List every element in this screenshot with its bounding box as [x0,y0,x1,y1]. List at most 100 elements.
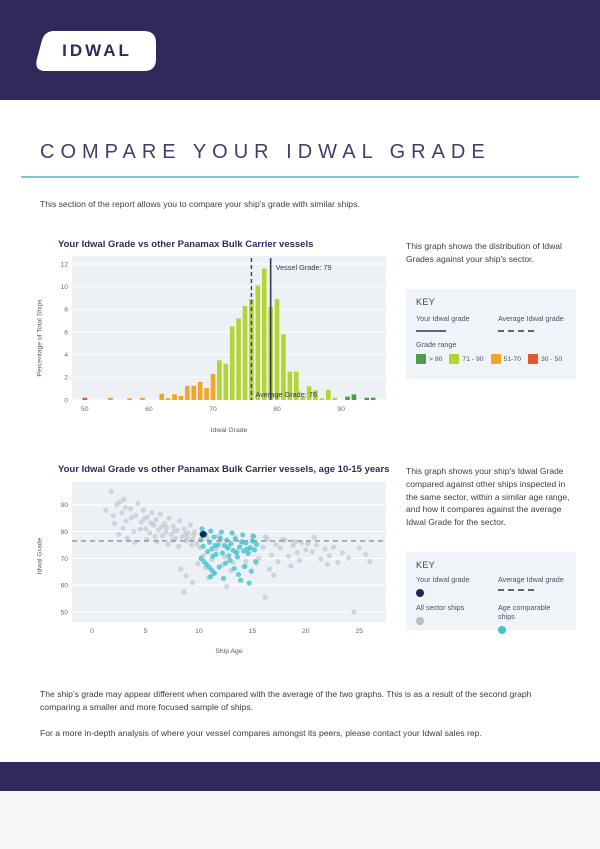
solid-line-sample [416,330,446,332]
histogram-bar [210,373,216,400]
age-comparable-point [204,549,211,555]
y-tick-label: 8 [64,307,68,314]
chart2-key: KEY Your Idwal grade Average Idwal grade… [406,552,576,634]
page-margin-bottom [0,791,600,849]
key2-your-grade-label: Your Idwal grade [416,575,470,584]
sector-ship-point [137,526,143,533]
histogram-bar [223,363,229,400]
y-tick-label: 4 [64,352,68,359]
age-comparable-point [199,526,205,532]
x-tick-label: 25 [355,628,363,635]
sector-ship-point [322,546,328,552]
sector-ship-point [166,515,172,521]
y-tick-label: 6 [64,329,68,336]
histogram-bar [261,268,267,400]
age-comparable-point [225,545,231,551]
histogram-bar [300,396,305,400]
grade-range-label: Grade range [416,340,457,349]
x-tick-label: 90 [337,406,345,413]
key2-all-ships-label: All sector ships [416,603,465,612]
intro-text: This section of the report allows you to… [40,199,360,209]
sector-ship-point [305,541,311,547]
sector-ship-point [286,553,292,559]
grade-range-item: 51-70 [490,354,521,364]
age-comparable-point [227,557,233,563]
age-comparable-point [220,575,227,582]
sector-ship-point [326,553,332,559]
sector-ship-point [168,531,174,537]
sector-ship-point [108,488,114,494]
age-comparable-point [236,544,243,550]
sector-ship-point [339,550,345,556]
age-comparable-point [200,543,206,549]
x-tick-label: 0 [90,628,94,635]
sector-ship-point [188,542,195,548]
age-comparable-point [235,571,242,578]
age-comparable-point [211,534,217,540]
histogram-bar [313,390,318,400]
histogram-bar [108,397,113,400]
age-comparable-point [238,577,244,583]
sector-ship-point [162,520,168,527]
sector-ship-point [195,561,201,567]
histogram-bar [172,394,177,400]
histogram-bar [351,394,357,400]
grade-range-item: 71 - 90 [449,354,484,364]
grade-range-swatch-label: 30 - 50 [540,355,563,363]
sector-ship-point [264,536,270,542]
sector-ship-point [184,534,190,541]
page-header: IDWAL [0,0,600,100]
histogram-bar [159,393,165,400]
sector-ship-point [164,524,170,531]
histogram-bar [229,326,235,400]
chart1-y-axis-label: Percentage of Total Ships [36,299,44,377]
x-tick-label: 20 [302,628,310,635]
sector-ship-point [363,551,369,557]
scatter-svg: 50 60 70 80 90 0 5 10 15 20 25 [60,482,386,635]
age-comparable-point [250,533,257,539]
histogram-bar [191,385,197,400]
y-tick-label: 0 [64,397,68,404]
sector-ship-point [159,532,166,539]
histogram-bar [319,398,325,400]
grade-range-swatch [416,354,426,364]
grade-range-swatch-label: 51-70 [503,355,521,363]
sector-ship-point [189,579,196,586]
key1-heading: KEY [416,297,436,307]
age-comparable-point [246,580,252,586]
age-comparable-point [219,550,226,556]
age-comparable-point [218,529,224,535]
y-tick-label: 60 [60,583,68,590]
sector-ship-point [177,518,183,524]
chart2-description: This graph shows your ship's Idwal Grade… [406,466,570,527]
sector-ship-point [133,512,139,519]
y-tick-label: 70 [60,556,68,563]
age-comparable-point [245,550,251,557]
sector-ship-point [311,534,317,541]
sector-ship-point [135,500,141,507]
sector-ship-point [281,537,288,543]
sector-ship-point [170,523,176,529]
sector-ship-point [275,558,281,565]
histogram-bar [274,299,280,400]
sector-ship-point [174,527,181,533]
sector-ship-point [140,507,146,513]
sector-ship-point [260,544,266,550]
sector-ship-point [176,543,182,549]
sector-ship-point [243,558,249,564]
grade-range-swatch [490,354,501,364]
key1-average-grade-label: Average Idwal grade [498,314,564,323]
age-comparable-point [228,541,234,547]
sector-ship-point [313,542,320,548]
page-title: COMPARE YOUR IDWAL GRADE [40,141,491,163]
histogram-bar [127,398,132,400]
sector-ship-point [367,558,373,565]
chart1-title: Your Idwal Grade vs other Panamax Bulk C… [58,239,314,250]
x-tick-label: 70 [209,406,217,413]
note-paragraph-2: For a more in-depth analysis of where yo… [40,728,482,738]
age-comparable-point [216,564,222,570]
sector-ship-point [158,524,165,530]
sector-ship-dot-sample [416,617,424,625]
histogram-bar [287,371,293,400]
age-comparable-point [251,547,258,553]
